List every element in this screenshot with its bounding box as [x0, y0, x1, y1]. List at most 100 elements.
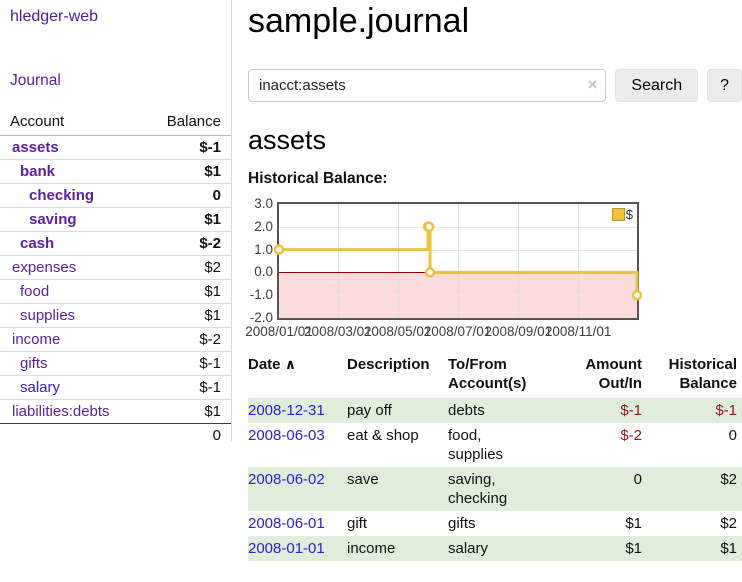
- register-date-link[interactable]: 2008-06-01: [248, 515, 325, 532]
- account-link[interactable]: food: [20, 283, 50, 300]
- data-point-marker: [273, 244, 285, 255]
- account-link[interactable]: supplies: [20, 307, 76, 324]
- sidebar-item-journal[interactable]: Journal: [10, 72, 61, 89]
- register-header-date[interactable]: Date ∧: [248, 353, 347, 398]
- data-point-marker: [424, 267, 436, 278]
- y-tick-label: 3.0: [254, 196, 273, 211]
- account-balance: $1: [145, 303, 231, 328]
- accounts-total-spacer: [0, 423, 146, 448]
- account-link[interactable]: checking: [29, 187, 95, 204]
- register-balance: $1: [720, 540, 737, 557]
- register-balance: $-1: [715, 402, 737, 419]
- main-content: sample.journal × Search ? assets Histori…: [245, 0, 742, 561]
- clear-search-icon[interactable]: ×: [587, 75, 598, 94]
- data-point-marker: [631, 289, 643, 301]
- register-header-row: Date ∧ Description To/From Account(s) Am…: [248, 353, 742, 398]
- account-link[interactable]: assets: [12, 139, 59, 156]
- register-description: save: [347, 471, 379, 488]
- register-balance: 0: [728, 427, 737, 444]
- account-balance: $1: [145, 279, 231, 304]
- account-row: income $-2: [0, 327, 231, 352]
- account-balance: 0: [145, 183, 231, 208]
- account-link[interactable]: bank: [20, 163, 56, 180]
- account-balance: $-1: [145, 135, 231, 160]
- gridline: [518, 204, 520, 318]
- account-row: saving $1: [0, 207, 231, 232]
- register-description: eat & shop: [347, 427, 419, 444]
- account-row: expenses $2: [0, 255, 231, 280]
- y-tick-label: -1.0: [249, 287, 273, 303]
- account-balance: $2: [145, 255, 231, 280]
- legend-swatch-icon: [611, 208, 625, 221]
- account-link[interactable]: saving: [29, 211, 77, 228]
- gridline: [279, 249, 637, 251]
- account-link[interactable]: income: [12, 331, 61, 348]
- gridline: [279, 226, 637, 228]
- x-tick-label: 2008/11/01: [544, 324, 612, 339]
- search-box: ×: [248, 69, 607, 102]
- register-amount: $-1: [620, 402, 642, 419]
- account-balance: $1: [204, 403, 221, 420]
- register-accounts: food, supplies: [448, 427, 504, 463]
- search-input[interactable]: [248, 69, 607, 102]
- x-tick-label: 2008/09/01: [484, 324, 553, 339]
- accounts-header-account: Account: [0, 110, 146, 136]
- account-balance: $-1: [145, 375, 231, 400]
- app-title-link[interactable]: hledger-web: [10, 8, 99, 25]
- accounts-total-row: 0: [0, 423, 231, 448]
- register-row: 2008-06-01 gift gifts $1 $2: [248, 511, 742, 536]
- account-row: assets $-1: [0, 135, 231, 160]
- account-balance: $1: [145, 207, 231, 232]
- register-table: Date ∧ Description To/From Account(s) Am…: [248, 353, 742, 561]
- account-row: liabilities:debts $1: [0, 400, 231, 424]
- register-date-link[interactable]: 2008-06-03: [248, 427, 325, 444]
- chart-title: Historical Balance:: [248, 170, 388, 187]
- account-link[interactable]: cash: [20, 235, 55, 252]
- data-point-marker: [423, 221, 435, 233]
- y-tick-label: 0.0: [254, 264, 273, 280]
- account-row: food $1: [0, 279, 231, 304]
- register-amount: 0: [633, 471, 642, 488]
- register-row: 2008-06-02 save saving, checking 0 $2: [248, 467, 742, 511]
- chart-legend: $: [611, 207, 633, 222]
- search-form: × Search ?: [248, 69, 742, 102]
- register-balance: $2: [720, 515, 737, 532]
- account-heading: assets: [248, 125, 327, 155]
- register-description: gift: [347, 515, 368, 532]
- account-link[interactable]: gifts: [20, 355, 48, 372]
- account-row: salary $-1: [0, 375, 231, 400]
- x-tick-label: 2008/01/01: [245, 324, 313, 339]
- register-description: pay off: [347, 402, 392, 419]
- x-tick-label: 2008/05/01: [363, 324, 432, 339]
- account-balance: $-2: [145, 231, 231, 256]
- x-tick-label: 2008/03/01: [304, 324, 372, 339]
- gridline: [457, 204, 459, 318]
- register-amount: $-2: [620, 427, 642, 444]
- account-balance: $-1: [145, 351, 231, 376]
- gridline: [337, 204, 339, 318]
- accounts-header-row: Account Balance: [0, 110, 231, 136]
- gridline: [397, 204, 399, 318]
- account-row: supplies $1: [0, 303, 231, 328]
- account-row: bank $1: [0, 159, 231, 184]
- register-accounts: debts: [448, 402, 485, 419]
- register-date-link[interactable]: 2008-06-02: [248, 471, 325, 488]
- register-description: income: [347, 540, 396, 557]
- register-date-link[interactable]: 2008-01-01: [248, 540, 325, 557]
- register-date-link[interactable]: 2008-12-31: [248, 402, 325, 419]
- account-balance: $-2: [145, 327, 231, 352]
- account-link[interactable]: liabilities:debts: [12, 403, 110, 420]
- register-row: 2008-12-31 pay off debts $-1 $-1: [248, 398, 742, 423]
- register-row: 2008-01-01 income salary $1 $1: [248, 536, 742, 561]
- account-link[interactable]: salary: [20, 379, 61, 396]
- register-amount: $1: [625, 540, 642, 557]
- search-button[interactable]: Search: [615, 69, 699, 102]
- gridline: [279, 295, 637, 297]
- help-button[interactable]: ?: [707, 69, 742, 102]
- historical-balance-chart: $ 3.0 2.0 1.0 0.0 -1.0 -2.0 2008/01/01 2008/03/…: [245, 196, 742, 340]
- register-row: 2008-06-03 eat & shop food, supplies $-2…: [248, 423, 742, 467]
- account-link[interactable]: expenses: [12, 259, 77, 276]
- y-tick-label: -2.0: [249, 310, 273, 325]
- register-header-description: Description: [347, 356, 430, 373]
